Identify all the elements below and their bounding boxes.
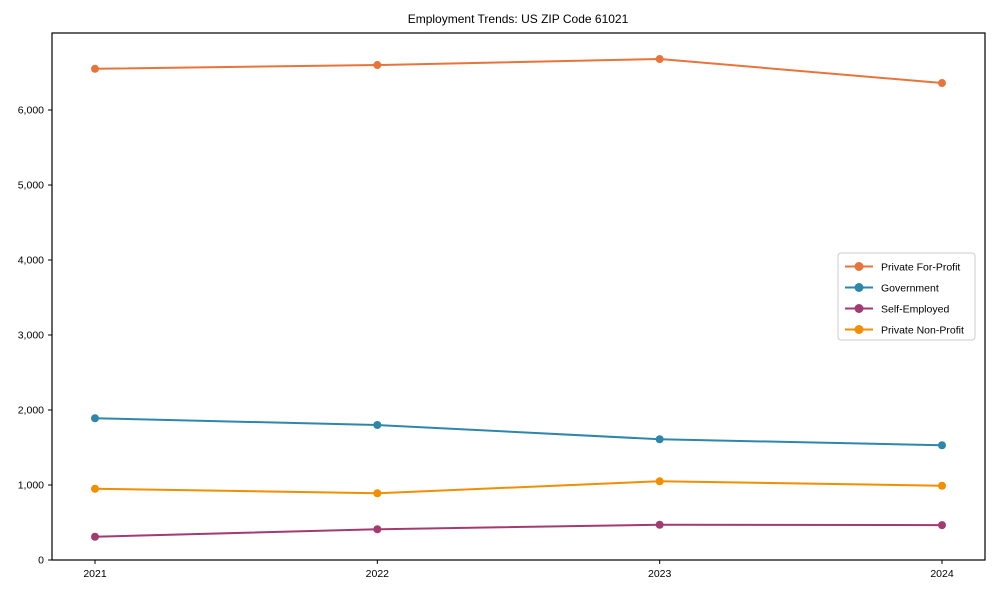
legend-label-private-for-profit: Private For-Profit — [881, 261, 960, 273]
y-axis-tick-label: 4,000 — [18, 255, 44, 267]
legend-label-private-non-profit: Private Non-Profit — [881, 324, 964, 336]
y-axis-tick-label: 3,000 — [18, 330, 44, 342]
legend-item-self-employed: Self-Employed — [845, 303, 949, 315]
data-point-self-employed-2021 — [91, 532, 99, 541]
data-point-private-non-profit-2021 — [91, 484, 99, 493]
series-private-for-profit — [91, 55, 946, 88]
data-point-private-for-profit-2023 — [655, 55, 664, 64]
series-self-employed — [91, 520, 946, 541]
series-line-self-employed — [94, 523, 943, 538]
x-axis-tick-label: 2022 — [366, 568, 390, 580]
legend-item-private-non-profit: Private Non-Profit — [845, 324, 964, 336]
legend: Private For-Profit Government Self-Employe… — [837, 252, 976, 341]
data-point-government-2023 — [655, 435, 664, 444]
data-point-private-non-profit-2024 — [938, 481, 946, 490]
legend-marker-private-non-profit — [854, 325, 864, 334]
legend-marker-self-employed — [854, 304, 864, 313]
legend-item-government: Government — [845, 282, 939, 294]
series-line-private-for-profit — [94, 58, 943, 85]
data-point-self-employed-2023 — [655, 520, 664, 529]
plot-border — [51, 32, 986, 561]
data-point-private-for-profit-2021 — [91, 64, 99, 73]
data-point-government-2022 — [373, 421, 382, 430]
data-point-self-employed-2024 — [938, 521, 946, 530]
series-private-non-profit — [91, 477, 946, 498]
legend-label-self-employed: Self-Employed — [881, 303, 949, 315]
data-point-government-2024 — [938, 441, 946, 450]
data-point-private-for-profit-2022 — [373, 61, 382, 70]
legend-label-government: Government — [881, 282, 939, 294]
plot-area: 0 1,000 2,000 3,000 4,000 5,000 6,000 2021 2022 2… — [18, 32, 986, 580]
series-line-private-non-profit — [94, 480, 943, 495]
x-axis-tick-label: 2023 — [648, 568, 672, 580]
legend-marker-government — [854, 283, 864, 292]
data-point-private-non-profit-2023 — [655, 477, 664, 486]
data-point-private-non-profit-2022 — [373, 489, 382, 498]
y-axis-tick-label: 2,000 — [18, 405, 44, 417]
x-axis-tick-label: 2021 — [83, 568, 107, 580]
data-point-private-for-profit-2024 — [938, 79, 946, 88]
legend-marker-private-for-profit — [854, 262, 864, 271]
x-axis-tick-label: 2024 — [930, 568, 954, 580]
series-government — [91, 414, 946, 450]
data-point-government-2021 — [91, 414, 99, 423]
legend-box — [837, 252, 976, 341]
legend-item-private-for-profit: Private For-Profit — [845, 261, 960, 273]
data-point-self-employed-2022 — [373, 525, 382, 534]
y-axis-tick-label: 0 — [38, 555, 44, 567]
y-axis-tick-label: 5,000 — [18, 180, 44, 192]
y-axis-tick-label: 6,000 — [18, 105, 44, 117]
chart-title: Employment Trends: US ZIP Code 61021 — [408, 12, 629, 26]
series-line-government — [94, 417, 943, 447]
y-axis-tick-label: 1,000 — [18, 480, 44, 492]
